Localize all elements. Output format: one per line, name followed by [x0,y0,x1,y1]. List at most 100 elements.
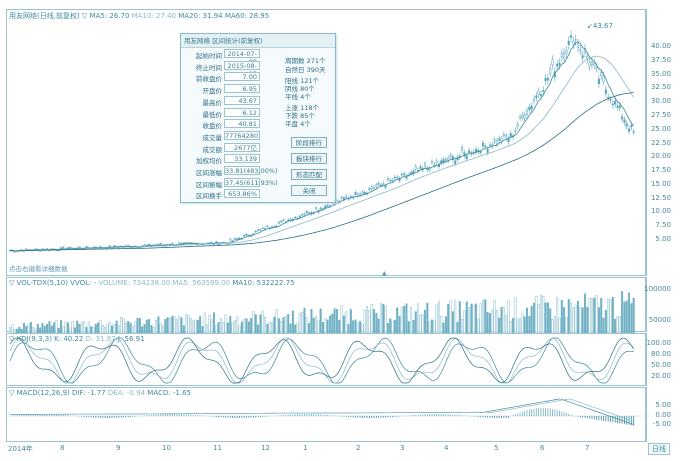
candlestick [514,127,517,134]
volume-bar [266,323,269,333]
axis-tick-label: 30.00 [650,97,671,106]
volume-bar [213,312,216,333]
kdj-panel[interactable]: ▽ KDJ(9,3,3) K: 40.22 D: 31.87 J: 56.91 [6,333,646,386]
volume-bar [426,302,429,333]
macd-dif: ▽ MACD(12,26,9) DIF: -1.77 [9,389,106,397]
candlestick [326,203,329,208]
candlestick [500,135,503,145]
volume-bar [481,300,484,333]
volume-bar [245,318,248,333]
volume-bar [447,304,450,333]
candlestick [178,241,181,245]
volume-bar [454,299,457,333]
volume-bar [215,324,218,333]
volume-bar [194,319,197,333]
dialog-row-value[interactable]: 2014-07-09 [224,49,260,66]
volume-bar [539,295,542,333]
candlestick [556,59,559,71]
candlestick [363,190,366,196]
price-panel[interactable]: 用友网络(日线,前复权) ▽ MA5: 26.70 MA10: 27.40 MA… [6,9,646,277]
volume-bar [145,319,148,333]
candlestick [604,85,607,98]
volume-bar [315,316,318,333]
volume-bar [625,300,628,333]
pattern-match-button[interactable]: 形态匹配 [291,169,327,180]
close-button[interactable]: 关闭 [291,185,327,196]
volume-bar [532,302,535,333]
dialog-row: 开盘价 6.95 [184,84,262,95]
dialog-row-label: 加权均价 [196,157,222,166]
volume-bar [308,322,311,333]
period-tab[interactable]: 日线 [648,443,670,455]
candlestick [405,173,408,181]
axis-tick-label: 100.00 [646,339,672,347]
volume-bar [50,325,53,333]
volume-bar [129,322,132,333]
volume-bar [570,302,573,333]
axis-tick-label: 20.00 [650,152,671,161]
volume-bar [264,316,267,333]
stat-yang: 阳线 121个 [285,77,319,85]
volume-bar [495,309,498,333]
candlestick [335,198,338,203]
kdj-line [9,337,634,384]
volume-bar [48,321,51,333]
sector-rank-button[interactable]: 板块排行 [291,153,327,164]
volume-bar [581,307,584,333]
volume-bar [287,314,290,333]
volume-bar [519,318,522,333]
volume-bar [472,304,475,333]
candlestick [143,244,146,247]
volume-bars [9,291,635,333]
volume-bar [621,291,624,333]
candlestick [560,48,563,62]
volume-bar [366,306,369,333]
axis-tick-label: -5.00 [652,420,671,428]
candlestick [621,113,624,123]
candlestick [25,248,28,251]
candlestick [259,228,262,231]
volume-bar [505,314,508,333]
dialog-row-value: 653.86% [224,189,260,199]
axis-tick-label: 5.00 [655,401,671,409]
volume-bar [164,318,167,333]
dialog-row-value[interactable]: 2015-08-03 [224,60,260,78]
volume-bar [618,316,621,333]
volume-bar [25,326,28,333]
candlestick [426,165,429,173]
kdj-j: J: 56.91 [117,335,145,343]
axis-tick-label: 32.50 [650,83,671,92]
date-tick-label: 2014年 [8,445,33,453]
candlestick [542,86,545,96]
vol-ma5: MA5: 563599.00 [172,279,231,287]
stage-rank-button[interactable]: 阶段排行 [291,137,327,148]
volume-bar [368,310,371,333]
dialog-row: 区间涨幅 33.81(483.00%) [184,166,278,177]
volume-bar [173,316,176,333]
candlestick [549,64,552,78]
candlestick [458,153,461,160]
candlestick [521,111,524,121]
volume-bar [233,320,236,333]
volume-bar [250,318,253,333]
volume-panel[interactable]: ▽ VOL-TDX(5,10) VVOL: - VOLUME: 734238.0… [6,277,646,333]
axis-tick-label: 50000 [648,316,671,324]
candlestick [593,58,596,70]
volume-bar [162,325,165,333]
dialog-row: 成交额 2677亿 [184,142,262,154]
volume-bar [526,307,529,333]
volume-bar [259,314,262,333]
price-title: 用友网络(日线,前复权) ▽ MA5: 26.70 MA10: 27.40 MA… [9,11,269,21]
candlestick [433,162,436,168]
volume-bar [94,323,97,333]
volume-bar [282,317,285,333]
candlestick [301,213,304,218]
macd-panel[interactable]: ▽ MACD(12,26,9) DIF: -1.77 DEA: -0.94 MA… [6,387,647,442]
candlestick [588,58,591,71]
interval-stats-dialog[interactable]: 用友网络 区间统计(前复权) 起始时间2014-07-09终止时间2015-08… [180,33,336,203]
candlestick [444,156,447,164]
volume-bar [294,324,297,333]
candlestick [291,217,294,222]
candlestick [625,120,628,130]
volume-bar [80,321,83,333]
